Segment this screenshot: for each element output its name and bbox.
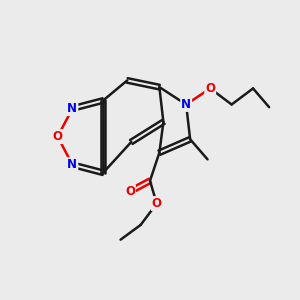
Text: O: O [125, 185, 135, 198]
Text: N: N [181, 98, 191, 111]
Text: N: N [68, 102, 77, 115]
Text: N: N [68, 158, 77, 171]
Text: O: O [205, 82, 215, 95]
Text: O: O [152, 197, 162, 210]
Text: O: O [53, 130, 63, 143]
